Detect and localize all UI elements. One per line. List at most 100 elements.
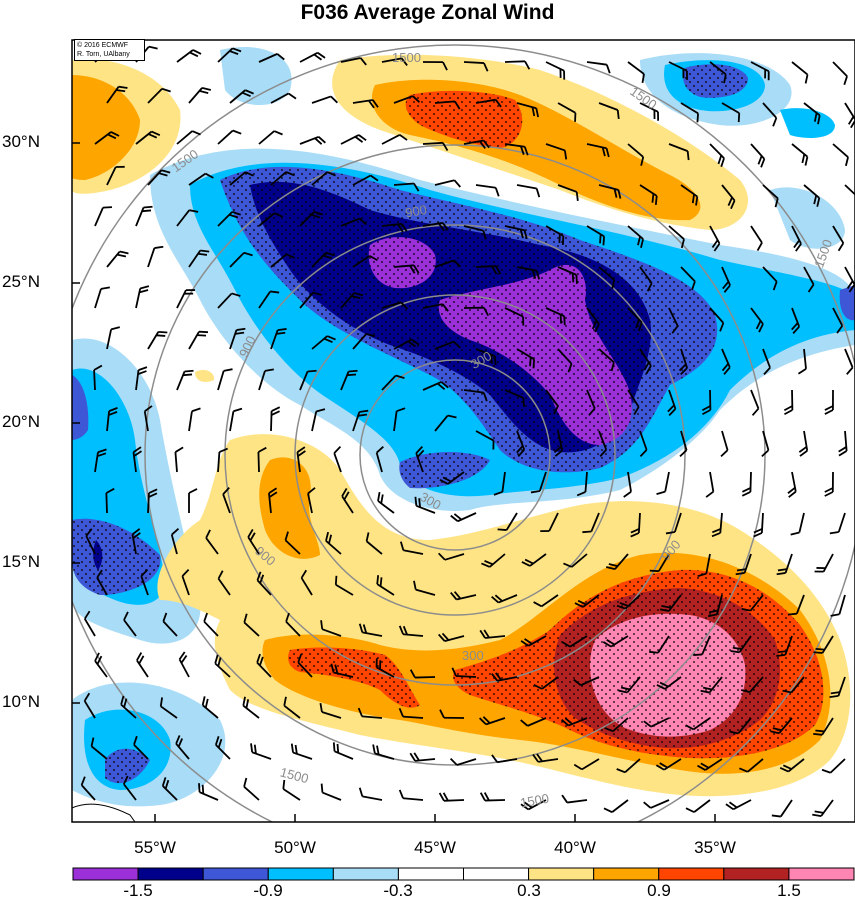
wind-barb-flag (777, 573, 786, 574)
colorbar-tick-label: -0.3 (383, 881, 412, 901)
wind-barb-flag (495, 356, 496, 365)
wind-barb-flag (142, 210, 151, 211)
wind-barb-flag (830, 696, 839, 697)
wind-barb-flag (183, 374, 192, 375)
colorbar-swatch (138, 868, 203, 880)
wind-barb-flag (377, 575, 378, 584)
wind-barb-flag (292, 744, 293, 753)
wind-barb-flag (200, 250, 209, 251)
wind-barb-flag (576, 275, 577, 284)
wind-barb (423, 143, 443, 144)
wind-barb (258, 452, 259, 472)
wind-barb-flag (203, 785, 204, 794)
wind-barb-flag (697, 113, 698, 122)
colorbar (73, 868, 854, 880)
wind-barb (464, 62, 484, 63)
wind-barb-flag (814, 652, 823, 653)
wind-barb-flag (321, 620, 322, 629)
wind-barb-flag (278, 329, 287, 330)
wind-barb-flag (772, 815, 781, 816)
wind-barb-flag (347, 374, 356, 375)
wind-barb-flag (739, 113, 740, 122)
wind-barb-flag (199, 783, 200, 792)
wind-barb-flag (381, 577, 382, 586)
wind-barb-flag (650, 571, 659, 572)
wind-barb-flag (144, 207, 153, 208)
credit-box: © 2016 ECMWF R. Torn, UAlbany (74, 39, 145, 61)
wind-barb (94, 370, 95, 390)
wind-barb (505, 61, 525, 62)
wind-barb-flag (815, 731, 824, 732)
lat-label: 30°N (2, 132, 40, 152)
wind-barb-flag (778, 569, 787, 570)
colorbar-swatch (73, 868, 138, 880)
wind-barb-flag (618, 110, 619, 119)
wind-barb-flag (603, 236, 604, 245)
wind-barb-flag (565, 150, 566, 159)
wind-barb-flag (336, 576, 337, 585)
wind-barb-flag (103, 207, 112, 208)
wind-barb-flag (296, 745, 297, 754)
wind-barb-flag (573, 273, 574, 282)
wind-barb-flag (816, 649, 825, 650)
wind-barb-flag (349, 371, 358, 372)
wind-barb-flag (693, 654, 702, 655)
colorbar-swatch (724, 868, 789, 880)
lat-label: 10°N (2, 692, 40, 712)
wind-barb-flag (656, 196, 657, 205)
lon-label: 35°W (694, 838, 736, 858)
colorbar-tick-label: -1.5 (123, 881, 152, 901)
wind-barb-flag (322, 784, 323, 793)
wind-barb-flag (652, 194, 653, 203)
contour-label-1500: 1500 (392, 50, 421, 65)
wind-barb-flag (158, 332, 167, 333)
lon-label: 55°W (134, 838, 176, 858)
wind-barb-flag (415, 497, 416, 506)
colorbar-swatch (659, 868, 724, 880)
wind-barb-flag (813, 734, 822, 735)
wind-barb (106, 493, 107, 513)
wind-barb-flag (776, 655, 785, 656)
colorbar-tick-label: 0.9 (647, 881, 671, 901)
wind-barb-flag (582, 531, 591, 532)
colorbar-swatch (789, 868, 854, 880)
wind-barb (415, 677, 435, 678)
wind-barb-flag (577, 192, 578, 201)
wind-barb-flag (236, 329, 245, 330)
colorbar-swatch (203, 868, 268, 880)
colorbar-tick-label: 1.5 (777, 881, 801, 901)
wind-barb-flag (831, 692, 840, 693)
wind-barb-flag (283, 780, 284, 789)
colorbar-swatch (529, 868, 594, 880)
wind-barb-flag (198, 254, 207, 255)
wind-barb-flag (251, 743, 252, 752)
colorbar-swatch (398, 868, 463, 880)
wind-barb-flag (308, 371, 317, 372)
shading-layer (45, 40, 855, 865)
colorbar-swatch (268, 868, 333, 880)
lon-label: 40°W (554, 838, 596, 858)
wind-barb-flag (533, 359, 534, 368)
lat-label: 15°N (2, 552, 40, 572)
credit-line: © 2016 ECMWF (77, 41, 142, 50)
wind-barb-flag (523, 398, 524, 407)
colorbar-tick-label: 0.3 (517, 881, 541, 901)
contour-label-300: 300 (462, 648, 484, 663)
lat-label: 20°N (2, 412, 40, 432)
wind-barb-flag (600, 234, 601, 243)
wind-barb-flag (235, 333, 244, 334)
colorbar-tick-label: -0.9 (253, 881, 282, 901)
lon-label: 45°W (414, 838, 456, 858)
wind-barb-flag (688, 151, 689, 160)
wind-barb-flag (788, 614, 797, 615)
wind-barb-flag (649, 652, 658, 653)
colorbar-swatch (464, 868, 529, 880)
wind-barb-flag (530, 357, 531, 366)
wind-barb-flag (276, 333, 285, 334)
wind-barb-flag (156, 335, 165, 336)
wind-barb-flag (338, 744, 339, 753)
wind-barb-flag (498, 529, 507, 530)
wind-barb (456, 676, 476, 677)
wind-barb-flag (334, 742, 335, 751)
